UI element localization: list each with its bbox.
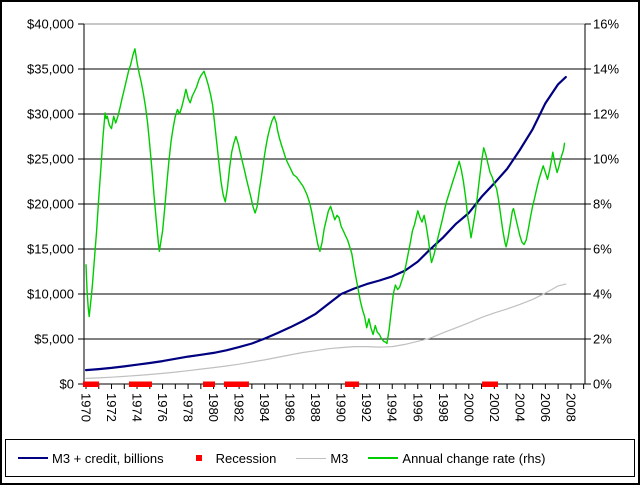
chart-legend: M3 + credit, billions Recession M3 Annua… — [5, 439, 635, 477]
y-axis-left-label: $15,000 — [27, 242, 74, 257]
legend-label-m3: M3 — [330, 450, 349, 466]
chart-plot-area: $40,000 16% $35,000 14% $30,000 12% $25,000 10%… — [27, 17, 619, 422]
recession-bar — [345, 381, 360, 387]
x-axis-label: 1988 — [308, 393, 323, 422]
y-axis-left-label: $35,000 — [27, 62, 74, 77]
x-axis-label: 1984 — [257, 393, 272, 422]
legend-label-recession: Recession — [215, 450, 277, 466]
y-axis-right-label: 10% — [593, 152, 619, 167]
y-axis-left-label: $40,000 — [27, 17, 74, 32]
series-line-m3-credit-billions — [84, 75, 567, 372]
legend-item-recession: Recession — [184, 450, 277, 466]
legend-item-m3-credit: M3 + credit, billions — [18, 451, 164, 466]
y-axis-right-label: 8% — [593, 197, 612, 212]
x-axis-label: 1992 — [359, 393, 374, 422]
x-axis-label: 1990 — [334, 393, 349, 422]
y-axis-left-label: $20,000 — [27, 197, 74, 212]
line-swatch-m3-icon — [296, 457, 327, 459]
x-axis-label: 2004 — [512, 393, 527, 422]
y-axis-left-label: $30,000 — [27, 107, 74, 122]
y-axis-right-label: 16% — [593, 17, 619, 32]
y-axis-left-label: $25,000 — [27, 152, 74, 167]
x-axis-label: 1982 — [232, 393, 247, 422]
y-axis-left-label: $0 — [60, 377, 74, 392]
x-axis-label: 1970 — [79, 393, 94, 422]
legend-item-annual-change: Annual change rate (rhs) — [368, 450, 546, 466]
y-axis-right-label: 14% — [593, 62, 619, 77]
x-axis-label: 1978 — [181, 393, 196, 422]
recession-bar — [82, 381, 100, 387]
y-axis-right-label: 4% — [593, 287, 612, 302]
legend-label-m3-credit: M3 + credit, billions — [52, 450, 164, 466]
series-line-annual-change-rate-rhs- — [85, 48, 566, 345]
x-axis-label: 1972 — [104, 393, 119, 422]
recession-bar — [129, 381, 152, 387]
line-swatch-annual-change-icon — [368, 457, 399, 459]
line-swatch-m3-credit-icon — [18, 457, 48, 459]
x-axis-label: 2000 — [461, 393, 476, 422]
recession-bar — [482, 381, 499, 387]
x-axis-label: 2008 — [563, 393, 578, 422]
recession-bar — [203, 381, 216, 387]
y-axis-left-label: $10,000 — [27, 287, 74, 302]
legend-item-m3: M3 — [296, 451, 348, 466]
y-axis-right-label: 0% — [593, 377, 612, 392]
recession-bar — [223, 381, 249, 387]
x-axis-label: 2006 — [538, 393, 553, 422]
x-axis-label: 1994 — [385, 393, 400, 422]
y-axis-right-label: 2% — [593, 332, 612, 347]
series-line-m3 — [85, 283, 567, 379]
x-axis-label: 1980 — [206, 393, 221, 422]
legend-label-annual-change: Annual change rate (rhs) — [402, 450, 546, 466]
y-axis-left-label: $5,000 — [34, 332, 74, 347]
y-axis-right-label: 6% — [593, 242, 612, 257]
x-axis-label: 1986 — [283, 393, 298, 422]
y-axis-right-label: 12% — [593, 107, 619, 122]
x-axis-label: 1998 — [436, 393, 451, 422]
x-axis-label: 1974 — [130, 393, 145, 422]
square-swatch-recession-icon — [195, 455, 202, 461]
x-axis-label: 1976 — [155, 393, 170, 422]
x-axis-label: 1996 — [410, 393, 425, 422]
x-axis-label: 2002 — [487, 393, 502, 422]
